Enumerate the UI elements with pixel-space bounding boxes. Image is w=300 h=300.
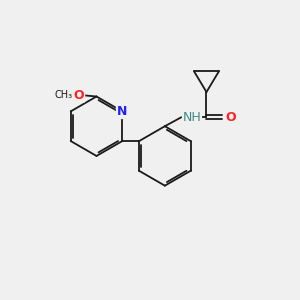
Text: O: O [74, 88, 84, 101]
Text: NH: NH [183, 111, 201, 124]
Text: CH₃: CH₃ [55, 90, 73, 100]
Text: N: N [117, 105, 128, 118]
Text: O: O [225, 111, 236, 124]
